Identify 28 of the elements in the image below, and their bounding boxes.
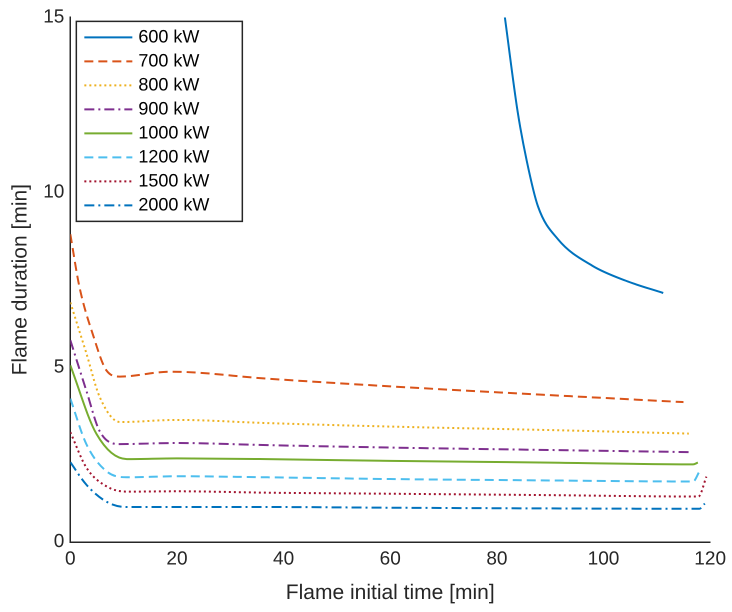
legend-label: 700 kW xyxy=(138,50,200,70)
x-tick-label: 40 xyxy=(273,548,294,570)
x-tick-label: 60 xyxy=(380,548,401,570)
y-tick-label: 5 xyxy=(54,356,64,378)
y-tick-label: 15 xyxy=(43,6,64,28)
line-series xyxy=(70,398,700,482)
line-series xyxy=(70,339,690,454)
line-series xyxy=(504,17,664,294)
legend-label: 1200 kW xyxy=(138,146,210,166)
legend-label: 2000 kW xyxy=(138,194,210,214)
y-axis-title: Flame duration [min] xyxy=(8,184,32,376)
legend-label: 900 kW xyxy=(138,98,200,118)
legend-label: 1500 kW xyxy=(138,170,210,190)
legend-label: 600 kW xyxy=(138,26,200,46)
x-axis-title: Flame initial time [min] xyxy=(286,581,495,604)
x-tick-label: 80 xyxy=(486,548,508,570)
x-tick-label: 120 xyxy=(694,548,726,570)
line-series xyxy=(70,364,699,466)
line-series xyxy=(70,301,690,435)
x-tick-label: 100 xyxy=(588,548,620,570)
legend-label: 800 kW xyxy=(138,74,200,94)
line-series xyxy=(70,431,708,498)
x-tick-label: 20 xyxy=(166,548,188,570)
y-tick-label: 10 xyxy=(43,182,64,202)
legend-label: 1000 kW xyxy=(138,122,210,142)
line-series xyxy=(70,461,706,510)
line-series xyxy=(70,233,684,404)
y-tick-label: 0 xyxy=(54,531,64,552)
